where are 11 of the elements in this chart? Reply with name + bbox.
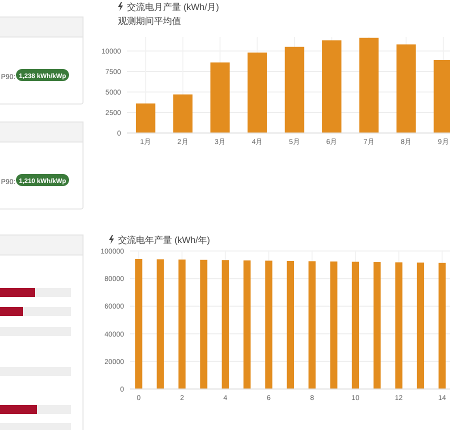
chart-title: 交流电月产量 (kWh/月) [127,2,219,12]
chart-subtitle: 观测期间平均值 [118,16,181,26]
bar [359,38,379,133]
bar [173,94,193,133]
bar [210,62,230,133]
bar [396,44,416,133]
bar [322,40,342,133]
bar [284,46,304,133]
chart-title: 交流电年产量 (kWh/年) [118,235,210,245]
bar [136,103,156,133]
bar [248,52,267,133]
